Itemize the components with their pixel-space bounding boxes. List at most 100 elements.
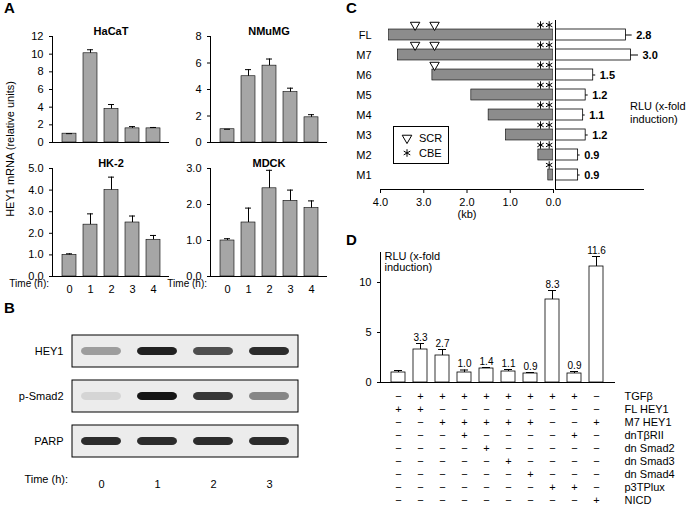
svg-text:2.0: 2.0 (186, 198, 201, 210)
svg-text:4: 4 (195, 83, 201, 95)
svg-text:10: 10 (359, 276, 371, 288)
svg-text:1.1: 1.1 (589, 109, 604, 121)
svg-text:1.2: 1.2 (592, 89, 607, 101)
svg-text:4: 4 (150, 283, 156, 295)
svg-text:1: 1 (87, 283, 93, 295)
svg-text:3.3: 3.3 (414, 332, 428, 343)
svg-text:+: + (505, 416, 511, 428)
svg-text:+: + (439, 416, 445, 428)
svg-text:3.0: 3.0 (186, 162, 201, 174)
svg-text:PARP: PARP (34, 435, 63, 447)
svg-text:−: − (395, 442, 401, 454)
svg-text:3: 3 (129, 283, 135, 295)
svg-text:1.0: 1.0 (503, 196, 518, 208)
svg-text:4.0: 4.0 (28, 184, 43, 196)
svg-text:−: − (439, 468, 445, 480)
svg-text:M7: M7 (356, 49, 371, 61)
svg-text:3: 3 (287, 283, 293, 295)
svg-text:(kb): (kb) (458, 208, 477, 220)
svg-text:−: − (549, 494, 555, 506)
svg-text:11.6: 11.6 (587, 245, 606, 256)
svg-text:+: + (395, 403, 401, 415)
svg-text:−: − (571, 416, 577, 428)
svg-text:dn Smad4: dn Smad4 (625, 468, 675, 480)
svg-text:−: − (571, 494, 577, 506)
svg-text:2.0: 2.0 (459, 196, 474, 208)
svg-text:+: + (461, 416, 467, 428)
svg-text:1.0: 1.0 (28, 248, 43, 260)
svg-text:−: − (395, 416, 401, 428)
svg-text:−: − (505, 481, 511, 493)
svg-text:−: − (593, 390, 599, 402)
svg-text:−: − (549, 455, 555, 467)
svg-text:FL: FL (359, 29, 372, 41)
svg-text:+: + (593, 416, 599, 428)
svg-text:+: + (593, 494, 599, 506)
svg-text:+: + (527, 390, 533, 402)
svg-text:−: − (505, 429, 511, 441)
svg-text:−: − (417, 494, 423, 506)
svg-text:−: − (593, 455, 599, 467)
svg-text:−: − (549, 468, 555, 480)
svg-text:12: 12 (31, 30, 43, 42)
svg-text:8.3: 8.3 (546, 279, 560, 290)
svg-text:HK-2: HK-2 (98, 157, 124, 169)
svg-text:0: 0 (37, 136, 43, 148)
svg-text:0: 0 (98, 478, 104, 490)
svg-text:−: − (417, 416, 423, 428)
svg-text:−: − (483, 481, 489, 493)
svg-text:4: 4 (37, 101, 43, 113)
svg-text:M1: M1 (356, 169, 371, 181)
svg-text:−: − (461, 494, 467, 506)
svg-text:1: 1 (245, 283, 251, 295)
svg-text:−: − (571, 442, 577, 454)
svg-text:dnTβRII: dnTβRII (625, 429, 664, 441)
svg-text:−: − (395, 390, 401, 402)
svg-text:−: − (593, 429, 599, 441)
svg-text:−: − (571, 468, 577, 480)
svg-text:4.0: 4.0 (373, 196, 388, 208)
svg-text:1.2: 1.2 (592, 129, 607, 141)
svg-text:+: + (571, 390, 577, 402)
svg-text:−: − (395, 494, 401, 506)
svg-text:−: − (505, 494, 511, 506)
svg-text:2: 2 (37, 118, 43, 130)
svg-text:TGFβ: TGFβ (625, 390, 653, 402)
svg-text:−: − (593, 468, 599, 480)
svg-text:−: − (439, 494, 445, 506)
svg-text:−: − (549, 416, 555, 428)
svg-text:−: − (439, 429, 445, 441)
svg-text:−: − (395, 429, 401, 441)
svg-text:2: 2 (108, 283, 114, 295)
svg-text:−: − (593, 442, 599, 454)
svg-text:1.1: 1.1 (502, 358, 516, 369)
svg-text:−: − (417, 442, 423, 454)
svg-text:M2: M2 (356, 149, 371, 161)
svg-text:−: − (483, 429, 489, 441)
svg-text:HEY1: HEY1 (35, 345, 64, 357)
svg-text:1.0: 1.0 (186, 234, 201, 246)
svg-text:HaCaT: HaCaT (94, 25, 129, 37)
svg-text:M5: M5 (356, 89, 371, 101)
svg-text:2: 2 (195, 110, 201, 122)
svg-text:−: − (527, 481, 533, 493)
svg-text:+: + (527, 468, 533, 480)
svg-text:+: + (571, 481, 577, 493)
svg-text:−: − (417, 429, 423, 441)
svg-text:+: + (505, 390, 511, 402)
svg-text:0: 0 (66, 283, 72, 295)
svg-text:1: 1 (154, 478, 160, 490)
svg-text:NICD: NICD (625, 494, 652, 506)
svg-text:−: − (417, 468, 423, 480)
svg-text:−: − (417, 455, 423, 467)
svg-text:5.0: 5.0 (28, 162, 43, 174)
svg-text:3.0: 3.0 (28, 205, 43, 217)
svg-text:−: − (439, 403, 445, 415)
svg-text:0.9: 0.9 (584, 149, 599, 161)
svg-text:M7 HEY1: M7 HEY1 (625, 416, 672, 428)
svg-text:−: − (483, 403, 489, 415)
svg-text:+: + (417, 390, 423, 402)
svg-text:1.5: 1.5 (600, 69, 615, 81)
svg-text:−: − (571, 455, 577, 467)
svg-text:−: − (439, 442, 445, 454)
